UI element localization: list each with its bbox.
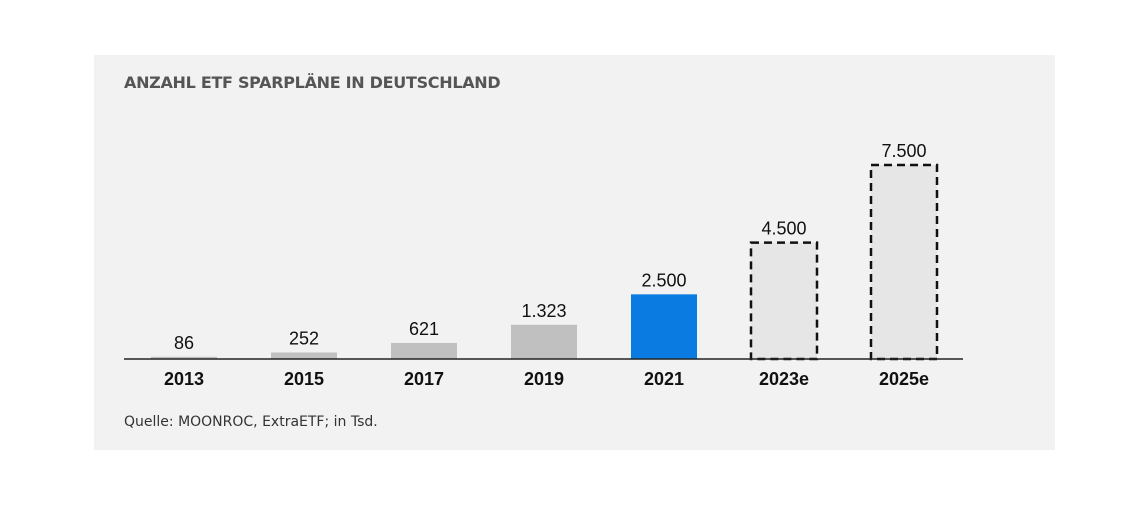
x-tick-label-2015: 2015 (284, 369, 324, 389)
source-note: Quelle: MOONROC, ExtraETF; in Tsd. (124, 414, 378, 430)
x-tick-label-2021: 2021 (644, 369, 684, 389)
bar-2019 (511, 324, 577, 359)
value-label-2025e: 7.500 (881, 141, 926, 161)
bar-2017 (391, 342, 457, 359)
x-tick-label-2019: 2019 (524, 369, 564, 389)
value-label-2023e: 4.500 (761, 219, 806, 239)
x-tick-label-2025e: 2025e (879, 369, 929, 389)
value-label-2017: 621 (409, 319, 439, 339)
value-label-2013: 86 (174, 333, 194, 353)
bar-2015 (271, 352, 337, 359)
value-label-2019: 1.323 (521, 301, 566, 321)
bar-2021 (631, 294, 697, 359)
value-label-2021: 2.500 (641, 270, 686, 290)
value-label-2015: 252 (289, 328, 319, 348)
x-tick-label-2023e: 2023e (759, 369, 809, 389)
bar-2025e (869, 163, 939, 361)
x-tick-label-2013: 2013 (164, 369, 204, 389)
x-tick-label-2017: 2017 (404, 369, 444, 389)
chart-title: ANZAHL ETF SPARPLÄNE IN DEUTSCHLAND (124, 73, 501, 92)
bar-2013 (151, 356, 217, 359)
bar-2023e (749, 241, 819, 361)
